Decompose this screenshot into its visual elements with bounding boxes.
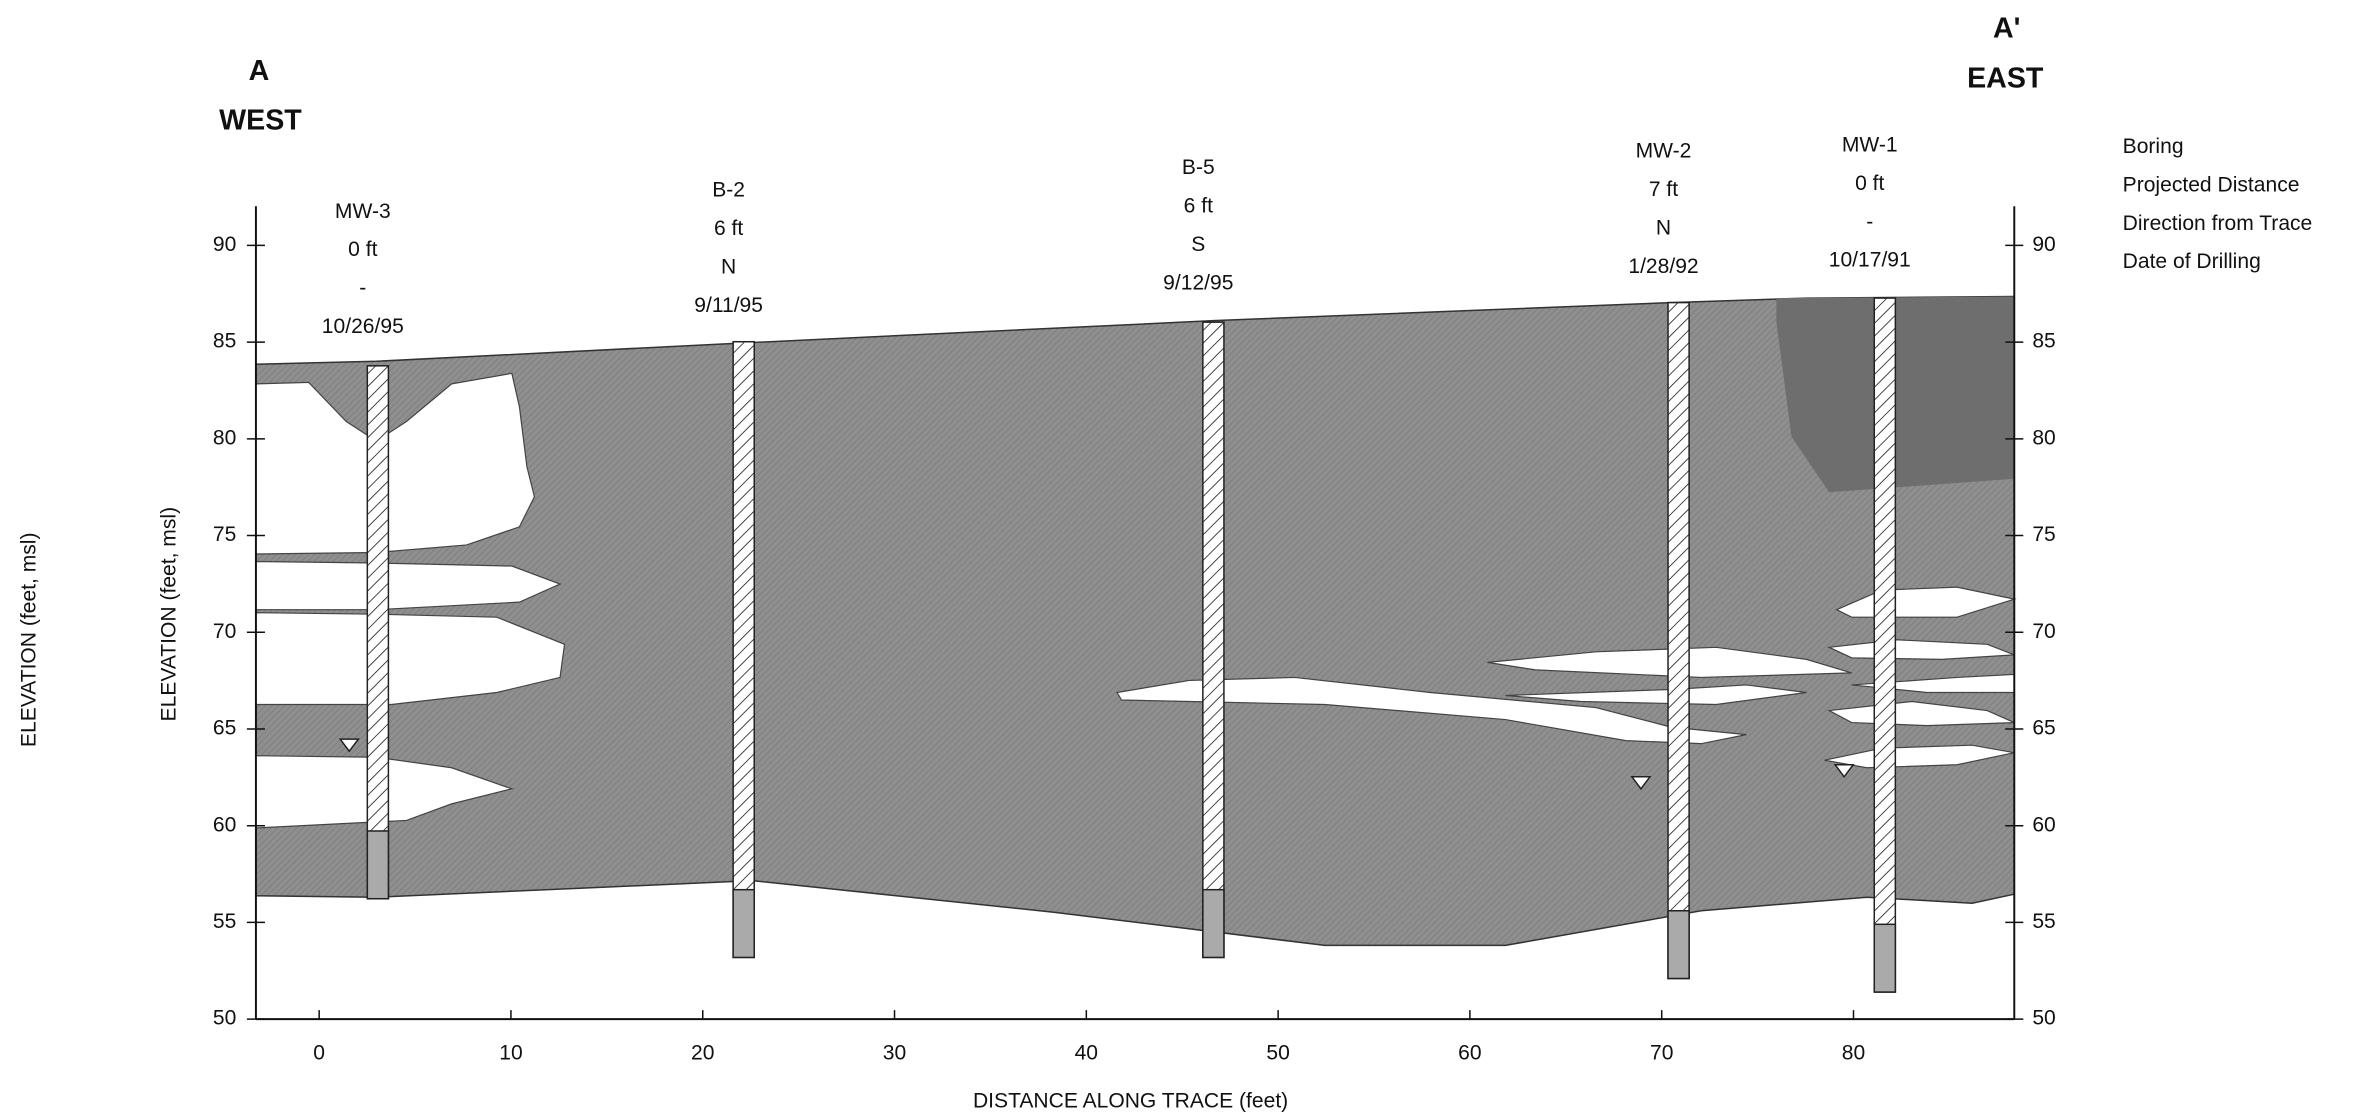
boring-date: 10/26/95 (322, 315, 404, 338)
boring-date: 10/17/91 (1829, 249, 1911, 272)
y-tick-label: 50 (213, 1007, 236, 1030)
boring-name: B-2 (712, 179, 745, 202)
boring-distance: 6 ft (1184, 195, 1213, 218)
y-tick-label: 65 (213, 717, 236, 740)
x-tick-label: 0 (313, 1041, 325, 1064)
boring-name: MW-2 (1636, 140, 1692, 163)
x-tick-label: 30 (883, 1041, 906, 1064)
y-tick-label: 90 (2032, 233, 2055, 256)
legend-entry: Direction from Trace (2123, 212, 2313, 235)
x-tick-label: 20 (691, 1041, 714, 1064)
y-tick-label: 80 (2032, 426, 2055, 449)
section-direction: EAST (1967, 62, 2044, 94)
boring-direction: - (1866, 210, 1873, 233)
x-tick-label: 70 (1650, 1041, 1673, 1064)
y-tick-label: 85 (2032, 330, 2055, 353)
boring-date: 9/12/95 (1163, 271, 1233, 294)
y-tick-label: 85 (213, 330, 236, 353)
boring-column (733, 342, 754, 958)
y-tick-label: 50 (2032, 1007, 2055, 1030)
boring-column (1668, 303, 1689, 979)
y-tick-label: 75 (2032, 523, 2055, 546)
boring-base (367, 831, 388, 899)
x-tick-label: 60 (1458, 1041, 1481, 1064)
boring-distance: 0 ft (348, 238, 377, 261)
boring-base (1668, 911, 1689, 979)
boring-date: 9/11/95 (694, 294, 763, 317)
boring-name: B-5 (1182, 156, 1215, 179)
boring-base (1203, 890, 1224, 958)
boring-distance: 6 ft (714, 217, 743, 240)
y-tick-label: 75 (213, 523, 236, 546)
x-tick-label: 50 (1266, 1041, 1289, 1064)
section-direction: WEST (219, 104, 302, 136)
page: A WEST A' EAST DISTANCE ALONG TRACE (fee… (0, 0, 2353, 1117)
x-tick-label: 80 (1842, 1041, 1865, 1064)
boring-name: MW-3 (335, 200, 391, 223)
boring-direction: N (721, 256, 736, 279)
boring-distance: 7 ft (1649, 178, 1678, 201)
y-tick-label: 70 (213, 620, 236, 643)
y-tick-label: 80 (213, 426, 236, 449)
section-label: A' (1993, 13, 2020, 45)
boring-distance: 0 ft (1855, 172, 1884, 195)
boring-name: MW-1 (1842, 134, 1898, 157)
y-tick-label: 65 (2032, 717, 2055, 740)
boring-direction: N (1656, 216, 1671, 239)
boring-date: 1/28/92 (1628, 255, 1698, 278)
y-tick-label: 70 (2032, 620, 2055, 643)
cross-section: A WEST A' EAST DISTANCE ALONG TRACE (fee… (0, 0, 2353, 1117)
legend-entry: Projected Distance (2123, 173, 2300, 196)
boring-direction: S (1191, 233, 1205, 256)
section-label: A (249, 55, 270, 87)
boring-column (367, 366, 388, 899)
legend-entry: Boring (2123, 135, 2184, 158)
y-tick-label: 60 (213, 813, 236, 836)
x-axis-label: DISTANCE ALONG TRACE (feet) (973, 1090, 1288, 1113)
y-axis-label: ELEVATION (feet, msl) (158, 507, 181, 722)
y-axis-label: ELEVATION (feet, msl) (18, 533, 41, 748)
boring-base (733, 890, 754, 958)
boring-column (1874, 298, 1895, 992)
y-tick-label: 55 (213, 910, 236, 933)
x-tick-label: 10 (499, 1041, 522, 1064)
y-tick-label: 60 (2032, 813, 2055, 836)
x-tick-label: 40 (1075, 1041, 1098, 1064)
boring-column (1203, 322, 1224, 957)
legend-entry: Date of Drilling (2123, 250, 2261, 273)
boring-base (1874, 924, 1895, 992)
y-tick-label: 55 (2032, 910, 2055, 933)
boring-direction: - (359, 277, 366, 300)
y-tick-label: 90 (213, 233, 236, 256)
soil (256, 297, 2014, 946)
